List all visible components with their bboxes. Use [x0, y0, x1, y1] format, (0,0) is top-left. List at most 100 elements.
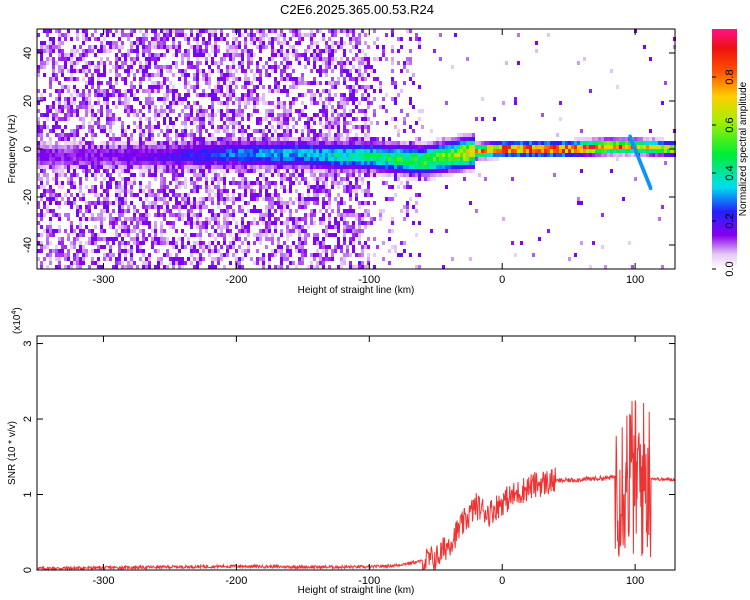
spectrogram-cell [274, 229, 277, 233]
spectrogram-cell [352, 209, 355, 213]
spectrogram-cell [190, 181, 193, 185]
spectrogram-cell [229, 49, 232, 53]
spectrogram-cell [199, 129, 202, 133]
spectrogram-cell [337, 145, 340, 149]
spectrogram-cell [178, 185, 181, 189]
spectrogram-cell [217, 109, 220, 113]
spectrogram-cell [232, 29, 235, 33]
spectrogram-cell [625, 149, 628, 153]
spectrogram-cell [214, 245, 217, 249]
spectrogram-cell [298, 53, 301, 57]
spectrogram-cell [322, 185, 325, 189]
spectrogram-cell [598, 141, 601, 145]
spectrogram-cell [601, 245, 604, 249]
spectrogram-cell [220, 153, 223, 157]
spectrogram-cell [85, 153, 88, 157]
spectrogram-cell [208, 209, 211, 213]
spectrogram-cell [103, 29, 106, 33]
spectrogram-cell [253, 105, 256, 109]
spectrogram-cell [172, 121, 175, 125]
spectrogram-cell [178, 261, 181, 265]
spectrogram-cell [223, 177, 226, 181]
spectrogram-cell [286, 229, 289, 233]
spectrogram-cell [310, 145, 313, 149]
spectrogram-cell [133, 109, 136, 113]
spectrogram-cell [274, 249, 277, 253]
spectrogram-cell [70, 193, 73, 197]
spectrogram-cell [403, 169, 406, 173]
spectrogram-cell [346, 253, 349, 257]
spectrogram-cell [76, 77, 79, 81]
spectrogram-cell [121, 101, 124, 105]
spectrogram-cell [205, 225, 208, 229]
spectrogram-cell [52, 49, 55, 53]
spectrogram-cell [403, 173, 406, 177]
spectrogram-cell [331, 121, 334, 125]
spectrogram-cell [247, 241, 250, 245]
spectrogram-cell [40, 213, 43, 217]
spectrogram-cell [205, 153, 208, 157]
spectrogram-cell [58, 97, 61, 101]
spectrogram-cell [328, 61, 331, 65]
spectrogram-cell [184, 149, 187, 153]
spectrogram-cell [349, 149, 352, 153]
spectrogram-cell [265, 101, 268, 105]
spectrogram-cell [358, 165, 361, 169]
spectrogram-cell [193, 221, 196, 225]
spectrogram-cell [208, 165, 211, 169]
spectrogram-cell [343, 129, 346, 133]
spectrogram-cell [262, 213, 265, 217]
spectrogram-cell [178, 149, 181, 153]
spectrogram-cell [442, 173, 445, 177]
spectrogram-cell [70, 153, 73, 157]
spectrogram-cell [130, 149, 133, 153]
spectrogram-cell [274, 129, 277, 133]
spectrogram-cell [319, 141, 322, 145]
spectrogram-cell [49, 37, 52, 41]
spectrogram-cell [82, 161, 85, 165]
spectrogram-cell [424, 157, 427, 161]
spectrogram-cell [70, 145, 73, 149]
spectrogram-cell [202, 225, 205, 229]
spectrogram-cell [214, 53, 217, 57]
spectrogram-cell [349, 69, 352, 73]
spectrogram-cell [574, 253, 577, 257]
spectrogram-cell [46, 165, 49, 169]
spectrogram-cell [73, 253, 76, 257]
spectrogram-cell [160, 185, 163, 189]
spectrogram-cell [646, 145, 649, 149]
spectrogram-cell [268, 201, 271, 205]
spectrogram-cell [304, 213, 307, 217]
spectrogram-cell [322, 153, 325, 157]
spectrogram-cell [169, 89, 172, 93]
spectrogram-cell [226, 157, 229, 161]
spectrogram-cell [160, 221, 163, 225]
spectrogram-cell [49, 41, 52, 45]
spectrogram-cell [97, 65, 100, 69]
spectrogram-cell [61, 185, 64, 189]
spectrogram-cell [157, 73, 160, 77]
spectrogram-cell [343, 257, 346, 261]
spectrogram-cell [208, 85, 211, 89]
spectrogram-cell [253, 37, 256, 41]
spectrogram-cell [142, 105, 145, 109]
spectrogram-cell [241, 57, 244, 61]
spectrogram-cell [355, 149, 358, 153]
spectrogram-cell [214, 129, 217, 133]
spectrogram-cell [400, 209, 403, 213]
spectrogram-cell [202, 257, 205, 261]
spectrogram-cell [622, 153, 625, 157]
spectrogram-cell [250, 57, 253, 61]
spectrogram-cell [337, 149, 340, 153]
spectrogram-cell [115, 77, 118, 81]
spectrogram-cell [412, 81, 415, 85]
spectrogram-cell [286, 53, 289, 57]
spectrogram-cell [292, 241, 295, 245]
spectrogram-cell [463, 149, 466, 153]
spectrogram-cell [181, 61, 184, 65]
spectrogram-cell [460, 157, 463, 161]
spectrogram-cell [403, 165, 406, 169]
spectrogram-cell [412, 169, 415, 173]
spectrogram-cell [55, 29, 58, 33]
spectrogram-cell [211, 133, 214, 137]
